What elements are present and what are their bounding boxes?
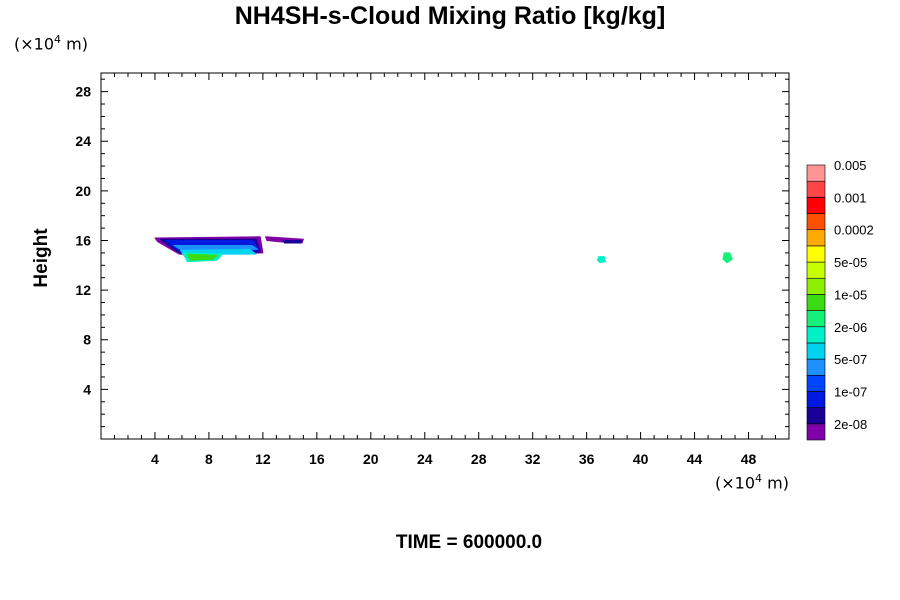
colorbar-swatch [806, 277, 826, 295]
colorbar-label: 2e-06 [834, 320, 867, 335]
colorbar-swatch [806, 261, 826, 279]
x-axis: 4 8 12 16 20 24 28 32 36 40 44 48 [113, 73, 777, 467]
y-tick-label: 28 [75, 84, 91, 100]
colorbar-label: 0.005 [834, 158, 867, 173]
y-axis: 4 8 12 16 20 24 28 [75, 78, 789, 428]
colorbar-swatch [806, 180, 826, 198]
x-unit-text: (×10 [715, 473, 756, 493]
field-region-8 [282, 240, 303, 244]
x-tick-label: 36 [579, 451, 595, 467]
x-tick-label: 40 [633, 451, 649, 467]
colorbar-swatch [806, 326, 826, 344]
colorbar-swatch [806, 197, 826, 214]
colorbar-label: 0.001 [834, 190, 867, 205]
x-tick-label: 20 [363, 451, 379, 467]
x-unit-tail: m) [762, 473, 789, 493]
x-tick-label: 44 [687, 451, 703, 467]
x-axis-unit: (×104 m) [715, 472, 789, 492]
y-tick-label: 16 [75, 232, 91, 248]
colorbar-swatch [806, 245, 826, 263]
colorbar-label: 0.0002 [834, 223, 874, 238]
colorbar-swatch [806, 164, 826, 182]
colorbar-swatch [806, 310, 826, 328]
chart-title: NH4SH-s-Cloud Mixing Ratio [kg/kg] [234, 2, 666, 30]
colorbar-swatch [806, 358, 826, 376]
x-tick-label: 8 [205, 451, 213, 467]
colorbar-swatch [806, 391, 826, 408]
colorbar-swatch [806, 213, 826, 231]
x-unit-exponent: 4 [755, 472, 763, 485]
field-region-10 [722, 252, 733, 264]
y-unit-text: (×10 [14, 34, 55, 54]
colorbar-swatch [806, 423, 826, 441]
y-tick-label: 20 [75, 183, 91, 199]
colorbar-swatch [806, 229, 826, 247]
y-unit-exponent: 4 [54, 33, 62, 46]
colorbar-swatch [806, 407, 826, 425]
y-tick-label: 12 [75, 282, 91, 298]
y-axis-unit: (×104 m) [14, 33, 88, 53]
x-tick-label: 24 [417, 451, 433, 467]
x-tick-label: 4 [151, 451, 159, 467]
y-tick-label: 4 [83, 381, 91, 397]
x-tick-label: 12 [255, 451, 271, 467]
plot-regions [154, 236, 733, 264]
colorbar-swatch [806, 294, 826, 311]
field-region-6 [186, 253, 218, 261]
x-tick-label: 48 [741, 451, 757, 467]
colorbar-label: 2e-08 [834, 417, 867, 432]
time-label: TIME = 600000.0 [395, 532, 543, 553]
y-tick-label: 8 [83, 332, 91, 348]
colorbar-swatch [806, 342, 826, 360]
colorbar-label: 1e-07 [834, 384, 867, 399]
y-tick-label: 24 [75, 133, 91, 149]
colorbar-label: 5e-07 [834, 352, 867, 367]
colorbar-swatch [806, 374, 826, 392]
colorbar: 2e-08 1e-07 5e-07 2e-06 1e-05 5e-05 0.0002 0.00… [806, 158, 874, 441]
colorbar-label: 1e-05 [834, 287, 867, 302]
field-region-9 [596, 256, 606, 264]
x-tick-label: 32 [525, 451, 541, 467]
x-tick-label: 28 [471, 451, 487, 467]
colorbar-label: 5e-05 [834, 255, 867, 270]
x-tick-label: 16 [309, 451, 325, 467]
y-unit-tail: m) [61, 34, 88, 54]
plot-frame [100, 72, 790, 440]
